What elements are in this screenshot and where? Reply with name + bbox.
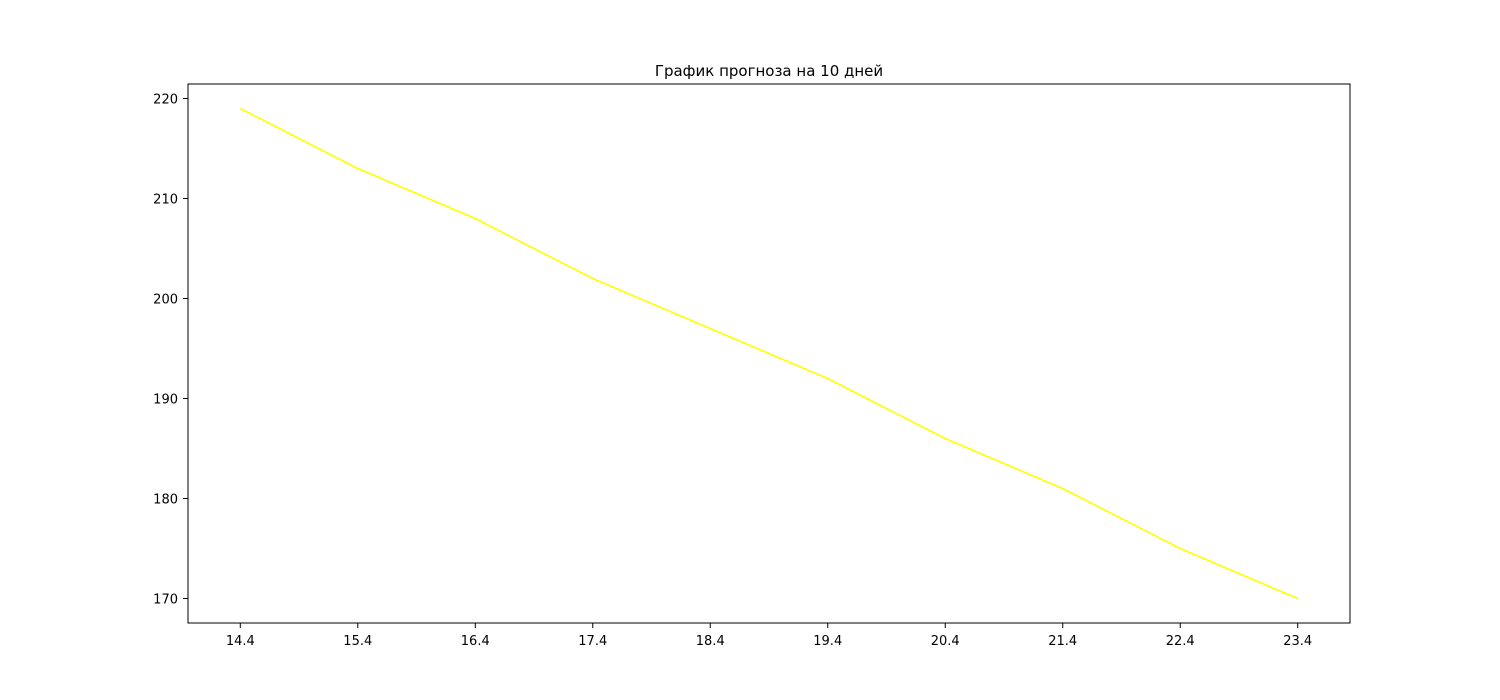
x-tick-label: 17.4 <box>578 634 607 649</box>
y-tick-label: 210 <box>153 193 178 208</box>
x-tick-label: 22.4 <box>1166 634 1195 649</box>
y-tick-label: 170 <box>153 593 178 608</box>
y-tick-label: 200 <box>153 293 178 308</box>
x-tick-label: 21.4 <box>1048 634 1077 649</box>
x-tick-label: 18.4 <box>696 634 725 649</box>
chart-title: График прогноза на 10 дней <box>655 62 883 80</box>
series-line <box>239 107 1299 600</box>
x-tick-label: 20.4 <box>931 634 960 649</box>
x-tick-label: 16.4 <box>461 634 490 649</box>
plot-frame <box>187 83 1351 624</box>
y-tick-label: 190 <box>153 393 178 408</box>
y-tick-label: 220 <box>153 93 178 108</box>
x-tick-label: 15.4 <box>343 634 372 649</box>
x-tick-label: 23.4 <box>1283 634 1312 649</box>
tick-group: 14.4 15.4 16.4 17.4 18.4 19.4 20.4 21.4 22.4 23.4… <box>153 93 1312 650</box>
y-tick-label: 180 <box>153 493 178 508</box>
x-tick-label: 14.4 <box>226 634 255 649</box>
series-group <box>239 107 1299 600</box>
x-tick-label: 19.4 <box>813 634 842 649</box>
